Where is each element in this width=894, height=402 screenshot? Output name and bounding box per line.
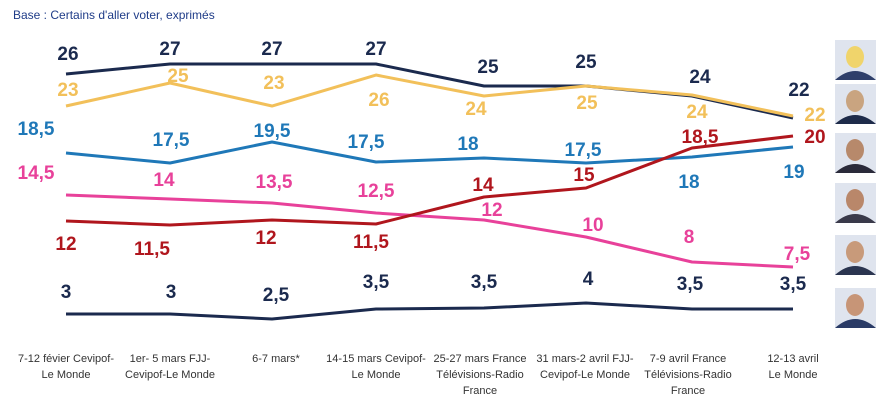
data-label: 14 <box>153 170 175 191</box>
data-label: 3,5 <box>780 274 807 295</box>
data-label: 22 <box>804 105 825 126</box>
data-label: 26 <box>368 90 389 111</box>
data-label: 3,5 <box>677 274 704 295</box>
data-label: 11,5 <box>353 232 389 253</box>
data-label: 25 <box>477 57 499 78</box>
portrait-body <box>835 266 876 275</box>
series-lines <box>65 62 794 321</box>
portrait-body <box>835 164 876 173</box>
data-label: 2,5 <box>263 285 290 306</box>
x-tick-label: 12-13 avril Le Monde <box>767 353 818 381</box>
series-line-3 <box>65 140 794 165</box>
data-label: 22 <box>788 80 809 101</box>
data-label: 27 <box>365 39 386 60</box>
data-label: 12,5 <box>358 181 395 202</box>
data-label: 12 <box>55 234 76 255</box>
portrait-head <box>846 294 864 316</box>
candidate-portrait-2 <box>835 84 876 124</box>
series-line-2 <box>65 73 794 118</box>
data-label: 15 <box>573 165 595 186</box>
series-line-6 <box>66 301 793 321</box>
data-label: 18,5 <box>18 119 55 140</box>
data-label: 25 <box>576 93 598 114</box>
x-tick-label: 31 mars-2 avril FJJ-Cevipof-Le Monde <box>536 353 634 381</box>
x-axis-labels: 7-12 févier Cevipof-Le Monde 1er- 5 mars … <box>18 353 819 397</box>
candidate-portrait-5 <box>835 235 876 275</box>
data-label: 27 <box>159 39 180 60</box>
data-label: 12 <box>255 228 276 249</box>
data-label: 18 <box>678 172 699 193</box>
data-label: 27 <box>261 39 282 60</box>
value-labels: 26 27 27 27 25 25 24 22 23 25 23 26 24 25 24 22 18,5 17,5… <box>18 39 826 306</box>
data-label: 24 <box>686 102 708 123</box>
portrait-head <box>846 241 864 263</box>
portrait-head <box>846 189 864 211</box>
data-label: 7,5 <box>784 244 811 265</box>
x-tick-label: 6-7 mars* <box>252 353 300 365</box>
candidate-portrait-1 <box>835 40 876 80</box>
data-label: 4 <box>583 269 594 290</box>
data-label: 13,5 <box>256 172 293 193</box>
data-label: 18,5 <box>682 127 719 148</box>
data-label: 24 <box>465 99 487 120</box>
candidate-portrait-4 <box>835 183 876 223</box>
x-tick-label: 14-15 mars Cevipof-Le Monde <box>326 353 426 381</box>
data-label: 23 <box>263 73 284 94</box>
data-label: 8 <box>684 227 695 248</box>
series-line-5 <box>65 134 794 227</box>
portrait-body <box>835 214 876 223</box>
data-label: 3,5 <box>471 272 498 293</box>
portrait-body <box>835 115 876 124</box>
candidate-portrait-3 <box>835 133 876 173</box>
series-line-4 <box>65 193 794 269</box>
data-label: 23 <box>57 80 78 101</box>
candidate-portraits <box>835 40 876 328</box>
data-label: 14,5 <box>18 163 55 184</box>
data-label: 25 <box>167 66 189 87</box>
data-label: 26 <box>57 44 78 65</box>
x-tick-label: 25-27 mars France Télévisions-Radio France <box>434 353 527 397</box>
portrait-body <box>835 319 876 328</box>
data-label: 25 <box>575 52 597 73</box>
x-tick-label: 7-9 avril France Télévisions-Radio France <box>644 353 731 397</box>
data-label: 12 <box>481 200 502 221</box>
portrait-head <box>846 139 864 161</box>
data-label: 17,5 <box>153 130 190 151</box>
chart-subtitle: Base : Certains d'aller voter, exprimés <box>13 8 215 22</box>
x-tick-label: 7-12 févier Cevipof-Le Monde <box>18 353 114 381</box>
data-label: 10 <box>582 215 603 236</box>
data-label: 3,5 <box>363 272 390 293</box>
portrait-head <box>846 90 864 112</box>
portrait-head <box>846 46 864 68</box>
data-label: 17,5 <box>348 132 385 153</box>
data-label: 19 <box>783 162 804 183</box>
candidate-portrait-6 <box>835 288 876 328</box>
data-label: 20 <box>804 127 825 148</box>
data-label: 24 <box>689 67 711 88</box>
data-label: 14 <box>472 175 494 196</box>
data-label: 11,5 <box>134 239 170 260</box>
x-tick-label: 1er- 5 mars FJJ-Cevipof-Le Monde <box>125 353 215 381</box>
data-label: 18 <box>457 134 478 155</box>
portrait-body <box>835 71 876 80</box>
data-label: 19,5 <box>254 121 291 142</box>
data-label: 3 <box>61 282 72 303</box>
data-label: 3 <box>166 282 177 303</box>
data-label: 17,5 <box>565 140 602 161</box>
